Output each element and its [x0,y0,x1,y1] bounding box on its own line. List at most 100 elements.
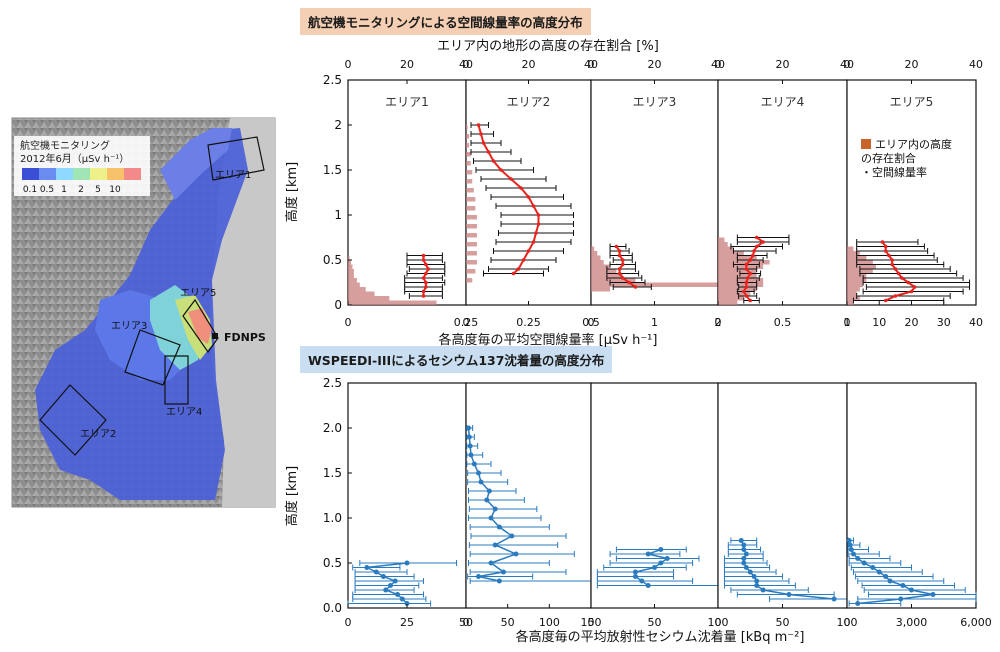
legend-tick-5: 10 [109,185,121,195]
top-tick-label: 0 [715,58,722,71]
dep-point [476,470,481,476]
top-tick-label: 40 [584,58,598,71]
bottom-y-tick-label: 2.5 [323,376,342,390]
dose-point [421,258,426,262]
dep-point [466,425,471,431]
dep-point [492,542,498,548]
bottom-x-axis-title: 各高度毎の平均放射性セシウム沈着量 [kBq m⁻²] [516,629,805,645]
dep-point [754,578,760,584]
dep-point [404,601,410,606]
bottom-y-axis-title: 高度 [km] [284,466,300,526]
dep-point [476,574,481,579]
dose-point [744,267,749,271]
map-color-legend: 0.1 0.5 1 2 5 10 [22,168,141,195]
bottom-y-tick-label: 1.5 [323,466,342,480]
dep-x-tick-label: 0 [463,616,470,629]
terrain-bar [718,242,728,247]
bottom-tick-label: 0.25 [516,316,541,329]
dep-point [741,547,747,552]
terrain-bar [466,215,477,220]
terrain-bar [591,260,604,265]
top-tick-label: 20 [776,58,790,71]
legend-swatch-5 [107,168,124,180]
bottom-tick-label: 2 [715,316,722,329]
dep-point [786,592,792,597]
terrain-bar [591,246,595,251]
top-y-tick-label: 1.5 [323,163,342,177]
dose-point [620,276,625,280]
terrain-bar [348,300,437,305]
top-tick-label: 20 [905,58,919,71]
terrain-bar [591,251,598,256]
dep-point [900,583,906,588]
dep-point [743,565,749,570]
dose-point [620,262,625,267]
dose-point [880,240,885,244]
dose-point [909,289,914,294]
dep-point [664,556,670,561]
dose-point [900,276,904,280]
terrain-bar [466,260,477,265]
top-panel-title: エリア4 [761,95,805,109]
dep-point [373,569,379,575]
top-panel-frame-3 [590,79,719,306]
top-y-tick-label: 2.5 [323,73,342,87]
dep-point [488,560,494,566]
dose-point [744,262,749,267]
terrain-bar [718,296,744,301]
map-label-area4: エリア4 [166,407,202,418]
terrain-bar [466,125,468,130]
dose-point [883,244,888,249]
dep-point [658,547,664,552]
dep-x-tick-label: 0 [844,616,851,629]
terrain-bar [466,233,477,238]
dep-point [484,497,490,503]
terrain-bar [348,273,354,278]
map-title-line1: 航空機モニタリング [20,139,110,152]
dose-point [883,298,888,303]
legend-tick-1: 0.5 [40,185,54,195]
legend-swatch-1 [39,168,56,180]
area1-rect [207,136,265,181]
legend-tick-4: 5 [95,185,101,195]
bottom-panel-frame-2 [465,382,592,609]
dose-point [424,285,428,289]
dep-x-tick-label: 100 [708,616,729,629]
dep-point [741,542,747,548]
dose-point [890,258,894,262]
dose-point [424,262,428,267]
dose-point [499,168,503,172]
dose-point [883,249,888,253]
dep-point [645,583,651,588]
dose-point [890,262,894,267]
deposition-north [160,128,232,200]
dose-point [511,271,516,276]
bottom-tick-label: 0 [345,316,352,329]
dep-point [509,533,515,539]
dose-point [906,280,911,285]
dep-x-tick-label: 100 [539,616,560,629]
terrain-bar [348,260,351,265]
dep-x-tick-label: 0 [715,616,722,629]
terrain-bar [466,242,477,247]
terrain-bar [718,246,735,251]
bottom-panel-3: 0 50 100 [588,382,729,629]
map-label-area3: エリア3 [111,321,147,332]
dep-point [760,587,766,593]
top-tick-label: 20 [522,58,536,71]
top-banner: 航空機モニタリングによる空間線量率の高度分布 [300,8,591,35]
terrain-bar [718,264,764,269]
dep-point [930,592,936,597]
terrain-bar [847,300,854,305]
area3-rect [124,329,181,386]
dose-point [521,258,526,262]
terrain-bar [591,282,718,287]
bottom-panel-frame-4 [717,382,848,609]
terrain-bar [466,188,474,193]
dep-point [383,587,389,593]
bottom-panel-frame-5 [846,382,977,609]
dep-point [501,569,506,575]
terrain-bar [348,287,366,292]
bottom-panel-4: 0 50 100 [715,382,858,629]
dose-point [617,267,622,271]
